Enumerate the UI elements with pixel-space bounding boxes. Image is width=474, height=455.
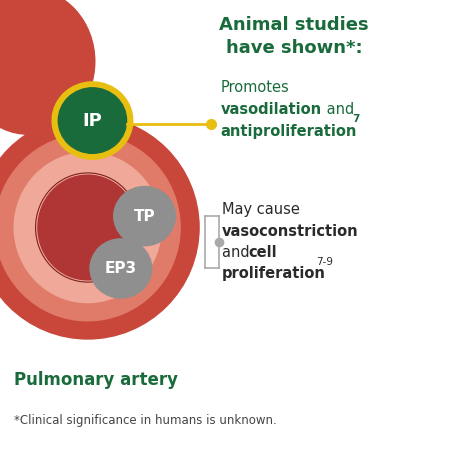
Text: and: and [322, 102, 355, 117]
Ellipse shape [14, 152, 161, 303]
Ellipse shape [38, 175, 137, 280]
Text: EP3: EP3 [105, 261, 137, 276]
Ellipse shape [0, 0, 95, 134]
Text: 7-9: 7-9 [316, 257, 333, 267]
Text: TP: TP [134, 209, 155, 223]
Text: *Clinical significance in humans is unknown.: *Clinical significance in humans is unkn… [14, 414, 277, 427]
Text: 7: 7 [352, 114, 360, 124]
Text: Pulmonary artery: Pulmonary artery [14, 371, 178, 389]
Ellipse shape [0, 134, 180, 321]
Text: Promotes: Promotes [220, 80, 289, 95]
Text: IP: IP [82, 111, 102, 130]
Text: and: and [222, 245, 254, 260]
Text: May cause: May cause [222, 202, 300, 217]
Circle shape [58, 88, 127, 153]
Circle shape [90, 239, 152, 298]
Text: cell: cell [248, 245, 276, 260]
Circle shape [114, 187, 175, 246]
Text: antiproliferation: antiproliferation [220, 124, 357, 139]
Circle shape [52, 82, 133, 159]
Text: vasoconstriction: vasoconstriction [222, 224, 358, 239]
Text: Animal studies
have shown*:: Animal studies have shown*: [219, 16, 369, 57]
Text: proliferation: proliferation [222, 266, 326, 281]
Text: vasodilation: vasodilation [220, 102, 321, 117]
Ellipse shape [0, 116, 199, 339]
